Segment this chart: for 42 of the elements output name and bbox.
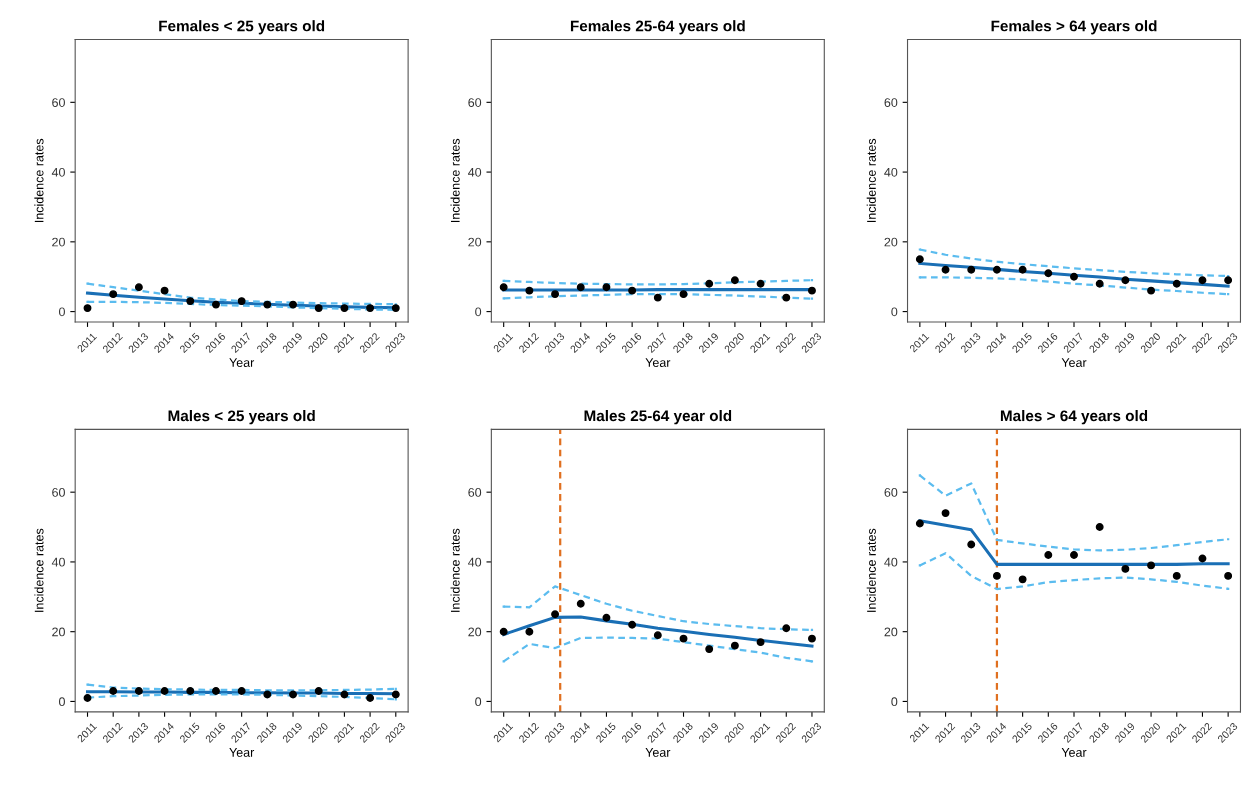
chart-title: Females < 25 years old [159,20,325,35]
y-tick-label: 0 [475,307,482,317]
y-tick-label: 60 [468,98,482,107]
y-tick-label: 20 [884,237,898,247]
y-tick-label: 0 [891,697,898,707]
y-tick-label: 20 [52,237,65,247]
y-tick-label: 60 [52,98,65,107]
y-tick-label: 20 [468,627,482,637]
chart-title: Males 25-64 year old [584,410,732,425]
chart-title: Males < 25 years old [168,410,315,425]
y-tick-label: 60 [468,487,482,497]
y-tick-label: 40 [884,557,898,567]
y-axis-title: Incidence rates [866,138,876,223]
y-tick-label: 0 [58,697,65,707]
y-tick-label: 0 [891,307,898,317]
y-axis-title: Incidence rates [450,138,460,223]
y-axis-title: Incidence rates [866,528,876,612]
y-tick-label: 40 [884,167,898,177]
y-axis-title: Incidence rates [450,528,460,612]
x-axis-title: Year [645,358,671,367]
y-tick-label: 20 [468,237,482,247]
chart-title: Females > 64 years old [991,20,1157,35]
y-tick-label: 20 [884,627,898,637]
y-tick-label: 60 [884,487,898,497]
y-tick-label: 60 [884,98,898,107]
chart-title: Males > 64 years old [1000,410,1148,425]
x-axis-title: Year [645,748,671,757]
y-tick-label: 40 [468,557,482,567]
x-axis-title: Year [229,748,255,757]
y-axis-title: Incidence rates [34,528,44,612]
x-axis-title: Year [229,358,255,367]
x-axis-title: Year [1061,358,1087,367]
chart-title: Females 25-64 years old [570,20,745,35]
y-tick-label: 40 [51,557,65,567]
x-axis-title: Year [1061,748,1087,757]
y-tick-label: 60 [52,487,65,497]
y-tick-label: 40 [51,167,65,177]
y-tick-label: 0 [475,697,482,707]
y-tick-label: 0 [58,307,65,317]
y-tick-label: 20 [52,627,65,637]
y-axis-title: Incidence rates [34,138,44,223]
y-tick-label: 40 [468,167,482,177]
